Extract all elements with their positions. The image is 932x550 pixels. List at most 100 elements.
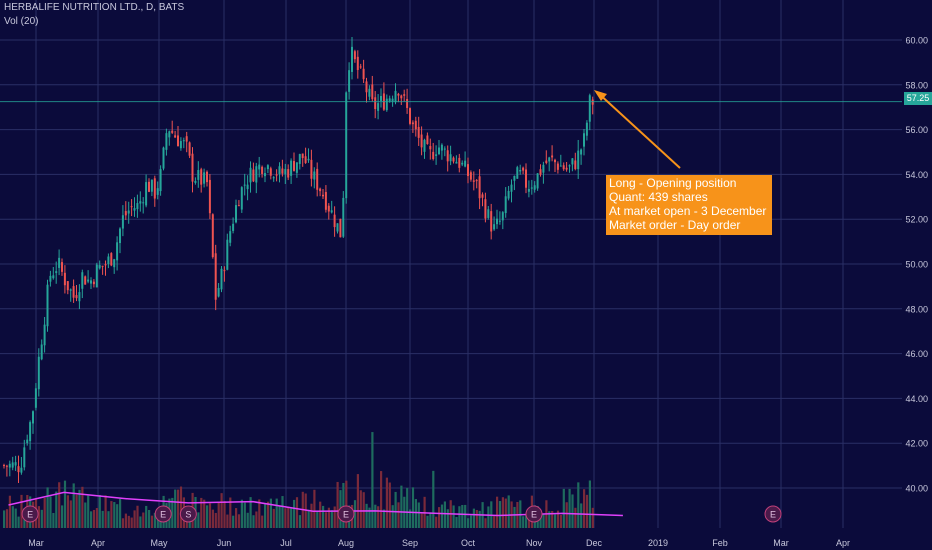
volume-bar [574,507,577,528]
candle-body [359,66,362,68]
volume-bar [498,501,502,528]
candle-body [339,218,342,238]
volume-bar [400,485,403,528]
volume-bar [583,489,586,528]
volume-bar [197,512,200,528]
volume-bar [121,518,125,528]
candle-body [139,201,142,204]
candle-body [226,239,229,270]
candle-body [197,170,200,180]
candle-body [345,92,348,199]
volume-bar [20,494,23,528]
event-marker [764,505,782,523]
volume-ma-line [8,491,623,517]
volume-bar [246,512,249,528]
volume-bar [556,510,560,528]
time-tick-label: Dec [586,538,603,548]
candle-body [104,264,107,266]
annotation-arrow [596,91,681,169]
volume-bar [455,516,458,528]
candle-body [490,211,493,232]
annotation-line: At market open - 3 December [609,204,767,218]
candle-body [504,196,507,214]
candle-body [148,181,150,192]
candle-body [496,218,498,225]
volume-bar [467,518,470,528]
volume-bar [493,516,496,528]
candle-body [281,168,284,174]
volume-bar [522,516,525,528]
volume-bar [316,510,319,528]
volume-bar [81,486,84,528]
price-tick-label: 48.00 [905,304,928,314]
candle-body [127,210,130,214]
volume-bar [92,509,96,528]
candle-body [124,211,127,216]
event-marker [154,505,172,523]
volume-bar [342,482,345,528]
volume-indicator-label[interactable]: Vol (20) [4,16,39,27]
volume-bar [377,506,380,528]
volume-bar [40,509,43,528]
volume-bar [278,505,281,528]
event-marker [21,505,39,523]
volume-bar [487,506,490,528]
time-tick-label: May [150,538,168,548]
volume-bar [333,506,336,528]
candle-body [388,98,391,101]
price-tick-label: 44.00 [905,394,928,404]
candle-body [548,157,551,162]
volume-bar [95,508,98,528]
volume-bar [397,502,400,528]
volume-bar [211,509,214,528]
volume-bar [585,494,589,528]
candle-body [478,176,481,199]
candle-body [87,279,90,282]
candle-body [5,465,8,467]
volume-bar [591,507,594,528]
volume-bar [174,489,177,528]
volume-bar [356,474,359,528]
volume-bar [3,510,6,528]
candle-body [246,184,249,190]
price-axis[interactable]: 40.00 42.00 44.00 46.00 48.00 50.00 52.00 54.00… [905,36,928,494]
volume-bar [49,496,52,528]
volume-bar [101,510,104,528]
volume-bar [90,511,93,528]
price-tick-label: 40.00 [905,484,928,494]
time-axis[interactable]: Mar Apr May Jun Jul Aug Sep Oct Nov Dec 2019 Feb Mar… [28,538,850,548]
volume-bar [327,507,330,528]
volume-bar [261,515,264,528]
candle-body [66,281,69,291]
volume-bar [156,515,159,528]
candle-body [423,139,426,152]
volume-bar [87,495,90,528]
trade-annotation[interactable]: Long - Opening position Quant: 439 share… [606,175,772,235]
volume-bar [113,502,116,528]
candle-body [458,157,461,168]
candle-body [208,179,211,214]
candle-body [92,281,95,285]
candle-body [214,253,217,300]
volume-bar [52,512,55,528]
candle-body [220,268,223,290]
volume-bar [324,512,328,528]
volume-bar [385,477,388,528]
candle-body [188,142,191,156]
candle-body [95,264,98,288]
candle-body [272,177,275,179]
candle-body [385,98,388,111]
candle-body [156,188,159,195]
candle-body [240,187,243,210]
candle-body [551,155,554,158]
volume-bar [266,501,270,528]
price-tick-label: 46.00 [905,349,928,359]
candle-body [525,169,527,188]
candle-body [400,95,403,99]
candle-body [484,199,487,219]
volume-bar [281,496,284,528]
candle-body [324,192,327,210]
volume-bar [200,497,203,528]
